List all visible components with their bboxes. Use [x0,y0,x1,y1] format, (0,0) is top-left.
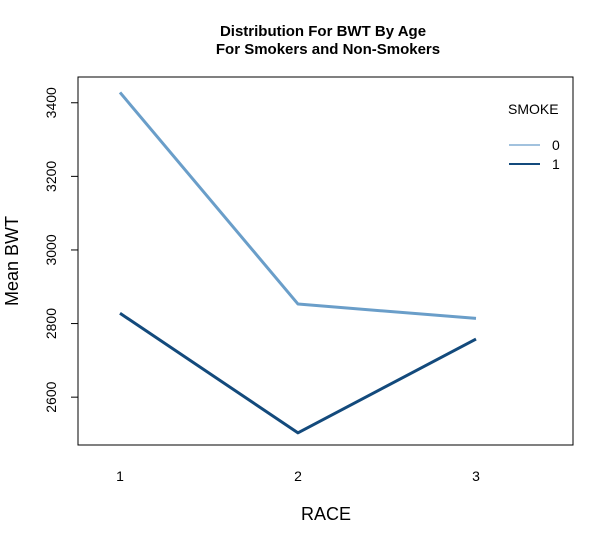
series-line-0 [118,91,477,320]
y-axis-label: Mean BWT [2,216,22,306]
x-tick-label: 3 [472,468,480,484]
series-line-1 [119,312,477,435]
chart-subtitle: For Smokers and Non-Smokers [216,41,440,58]
x-tick-label: 2 [294,468,302,484]
y-tick-label: 3000 [43,234,59,265]
series-group [118,91,477,435]
legend-label-0: 0 [552,137,560,153]
legend: SMOKE 01 [508,101,560,172]
legend-title: SMOKE [508,101,559,117]
plot-frame [77,76,574,446]
x-axis: 1 2 3 [116,468,480,484]
legend-items: 01 [509,137,560,172]
y-tick-label: 2800 [43,308,59,339]
x-axis-label: RACE [301,504,351,524]
legend-label-1: 1 [552,156,560,172]
y-tick-label: 2600 [43,381,59,412]
y-axis: 2600 2800 3000 3200 3400 [43,87,78,413]
chart-title: Distribution For BWT By Age [220,23,426,40]
y-tick-label: 3400 [43,87,59,118]
x-tick-label: 1 [116,468,124,484]
y-tick-label: 3200 [43,161,59,192]
